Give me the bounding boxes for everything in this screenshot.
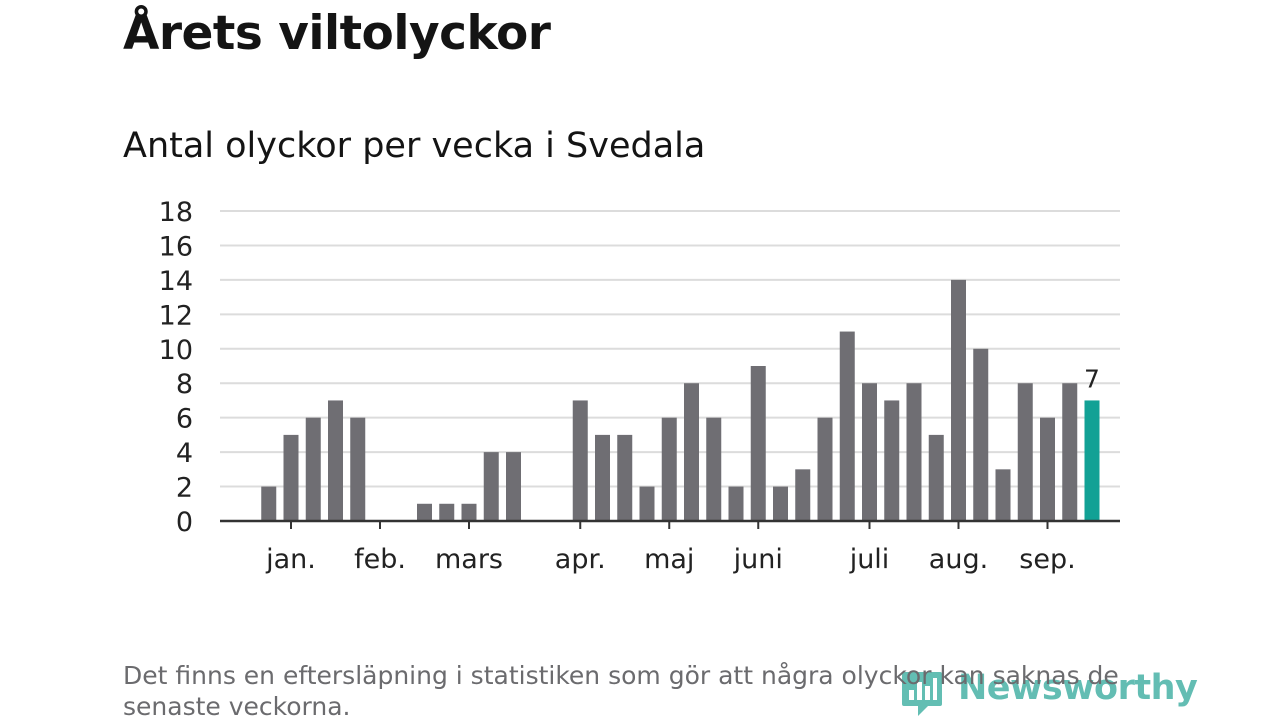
- y-tick-label: 16: [159, 231, 193, 262]
- logo-text: Newsworthy: [958, 668, 1198, 708]
- bar: [951, 279, 966, 521]
- y-tick-label: 10: [159, 335, 193, 366]
- bar: [617, 434, 633, 521]
- x-tick-label: mars: [435, 544, 503, 575]
- bar: [773, 486, 788, 521]
- y-tick-label: 2: [176, 473, 193, 504]
- newsworthy-logo: Newsworthy: [900, 664, 1198, 720]
- x-tick-label: aug.: [929, 544, 988, 575]
- bar: [595, 434, 610, 521]
- bar: [817, 417, 833, 521]
- bar: [795, 469, 811, 521]
- bar: [995, 469, 1011, 521]
- bar: [305, 417, 321, 521]
- bar: [706, 417, 722, 521]
- chart-subtitle: Antal olyckor per vecka i Svedala: [123, 126, 706, 166]
- bar-highlighted: [1084, 400, 1100, 521]
- x-tick-label: juni: [733, 544, 783, 575]
- x-tick-label: apr.: [555, 544, 606, 575]
- x-tick-label: maj: [644, 544, 694, 575]
- bar: [906, 383, 922, 521]
- bar: [639, 486, 655, 521]
- data-label: 7: [1084, 364, 1100, 393]
- bar: [884, 400, 900, 521]
- y-tick-label: 18: [159, 197, 193, 228]
- bar: [439, 503, 455, 521]
- y-tick-label: 6: [176, 404, 193, 435]
- y-tick-label: 0: [176, 507, 193, 538]
- bar: [928, 434, 944, 521]
- bar: [350, 417, 366, 521]
- bar: [461, 503, 477, 521]
- bar: [661, 417, 677, 521]
- newsworthy-logo-icon: [902, 672, 942, 716]
- x-tick-label: juli: [849, 544, 890, 575]
- bar: [483, 452, 499, 521]
- bar: [1040, 417, 1055, 521]
- bar: [283, 434, 299, 521]
- bar: [1062, 383, 1078, 521]
- chart-title: Årets viltolyckor: [123, 6, 551, 61]
- bar: [328, 400, 343, 521]
- x-tick-label: jan.: [265, 544, 316, 575]
- bar: [973, 348, 989, 521]
- footnote: Det finns en eftersläpning i statistiken…: [123, 661, 1119, 720]
- y-tick-label: 14: [159, 266, 193, 297]
- bar: [417, 503, 432, 521]
- bar: [862, 383, 877, 521]
- x-tick-label: feb.: [354, 544, 406, 575]
- y-tick-label: 8: [176, 369, 193, 400]
- bar: [728, 486, 744, 521]
- bar: [261, 486, 277, 521]
- y-tick-label: 4: [176, 438, 193, 469]
- y-tick-label: 12: [159, 300, 193, 331]
- bar: [572, 400, 588, 521]
- x-tick-label: sep.: [1019, 544, 1075, 575]
- bar: [750, 366, 766, 521]
- bar: [1017, 383, 1033, 521]
- bar: [506, 452, 521, 521]
- bar: [839, 331, 855, 521]
- bar: [684, 383, 699, 521]
